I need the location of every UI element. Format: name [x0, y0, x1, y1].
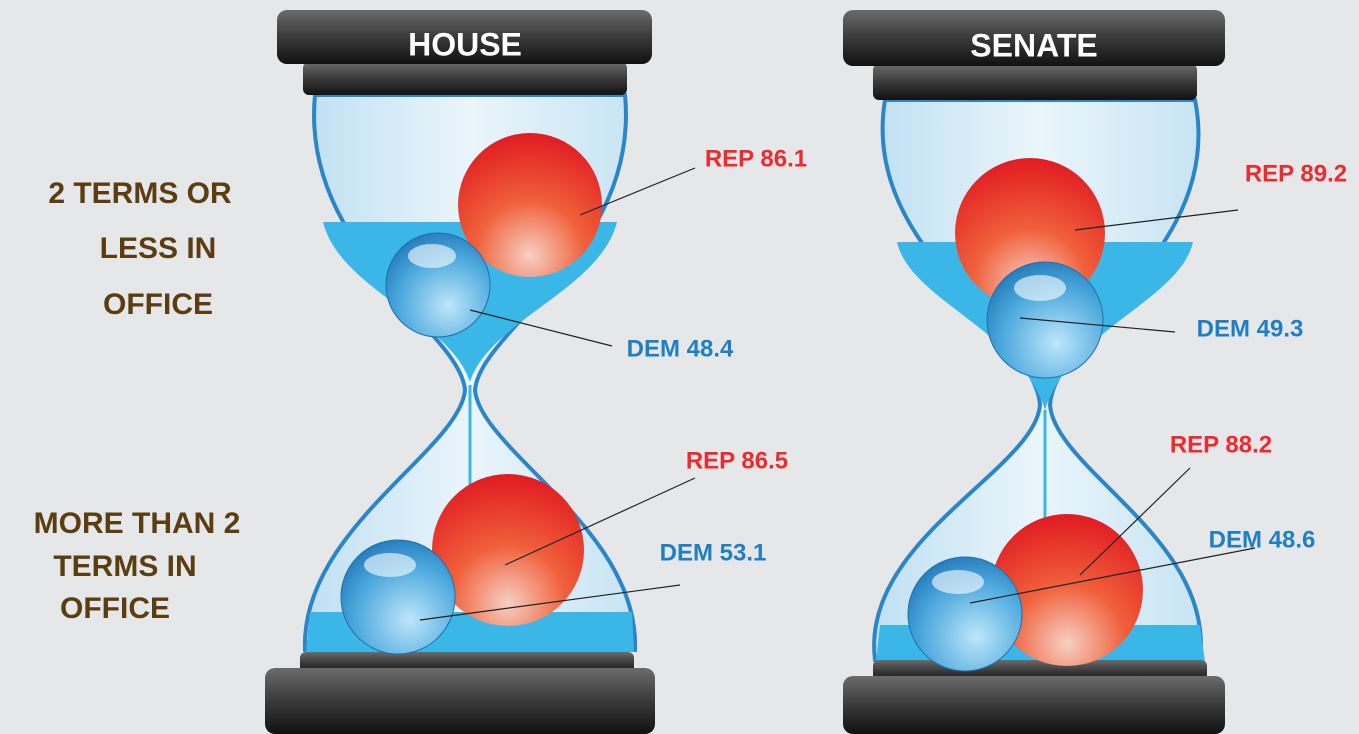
row-label: OFFICE — [60, 592, 170, 625]
rep-label: REP 86.5 — [686, 447, 788, 474]
rep-label: REP 88.2 — [1170, 431, 1272, 458]
dem-label: DEM 49.3 — [1197, 315, 1304, 342]
dem-label: DEM 53.1 — [660, 539, 767, 566]
dem-label: DEM 48.6 — [1209, 526, 1316, 553]
infographic: HOUSE SENATE REP 86.1 DEM 48.4 REP 86.5 … — [0, 0, 1359, 734]
row-label: TERMS IN — [53, 550, 196, 583]
rep-label: REP 89.2 — [1245, 160, 1347, 187]
row-label: MORE THAN 2 — [34, 507, 241, 540]
row-label: LESS IN — [100, 232, 217, 265]
row-label: OFFICE — [103, 288, 213, 321]
panel-title: SENATE — [970, 27, 1097, 63]
hourglass-senate — [843, 10, 1255, 734]
panel-title: HOUSE — [408, 26, 522, 62]
rep-label: REP 86.1 — [705, 145, 807, 172]
row-label: 2 TERMS OR — [48, 177, 232, 210]
dem-label: DEM 48.4 — [627, 335, 734, 362]
hourglass-house — [265, 10, 695, 734]
